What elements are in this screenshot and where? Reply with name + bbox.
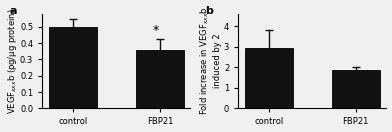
Text: a: a: [10, 6, 17, 16]
Bar: [245, 48, 293, 108]
Bar: [332, 70, 380, 108]
Y-axis label: Fold increase in VEGF$_{xxx}$b
induced by 2: Fold increase in VEGF$_{xxx}$b induced b…: [199, 7, 222, 115]
Bar: [136, 50, 184, 108]
Bar: [49, 27, 97, 108]
Y-axis label: VEGF$_{xxx}$b (pg/μg protein): VEGF$_{xxx}$b (pg/μg protein): [5, 8, 18, 114]
Text: *: *: [152, 23, 159, 37]
Text: b: b: [205, 6, 214, 16]
